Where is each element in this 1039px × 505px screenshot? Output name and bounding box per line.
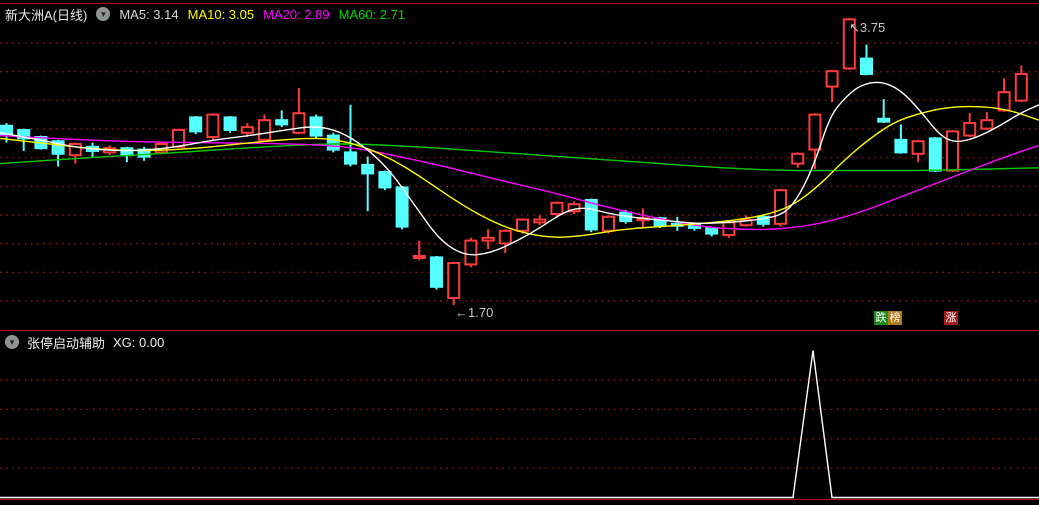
candle bbox=[550, 201, 564, 217]
candle bbox=[928, 137, 942, 172]
candle bbox=[705, 226, 719, 237]
candle bbox=[361, 156, 375, 212]
candle bbox=[120, 146, 134, 163]
candle bbox=[533, 215, 547, 226]
candle bbox=[206, 113, 220, 140]
candle bbox=[584, 198, 598, 233]
rank-buttons: 跌 榜 涨 bbox=[874, 311, 970, 325]
candle bbox=[567, 201, 581, 214]
ma5-legend: MA5: 3.14 bbox=[119, 6, 179, 22]
ma20-line bbox=[0, 134, 1039, 231]
candle bbox=[275, 110, 289, 128]
sub-panel-header: ▾ 张停启动辅助 XG: 0.00 bbox=[5, 334, 165, 351]
rise-rank-button[interactable]: 涨 bbox=[944, 311, 958, 325]
candle bbox=[189, 116, 203, 135]
xg-signal-line bbox=[0, 350, 1039, 499]
candle bbox=[498, 229, 512, 254]
candle bbox=[412, 240, 426, 261]
candle bbox=[756, 215, 770, 227]
candle bbox=[447, 261, 461, 305]
candle bbox=[292, 88, 306, 135]
price-annotation: ↖3.75 bbox=[849, 20, 885, 35]
main-chart-header: 新大洲A(日线) ▾ MA5: 3.14 MA10: 3.05 MA20: 2.… bbox=[5, 5, 405, 23]
candle bbox=[17, 128, 31, 151]
candle bbox=[791, 152, 805, 168]
ma20-legend: MA20: 2.89 bbox=[263, 6, 330, 22]
candle bbox=[464, 237, 478, 268]
candle bbox=[258, 114, 271, 142]
candle bbox=[344, 104, 357, 167]
indicator-value: XG: 0.00 bbox=[113, 334, 165, 350]
rank-list-button[interactable]: 榜 bbox=[888, 311, 902, 325]
candle bbox=[670, 216, 684, 231]
indicator-title: 张停启动辅助 bbox=[27, 335, 106, 351]
candle bbox=[481, 229, 495, 249]
collapse-sub-panel-icon[interactable]: ▾ bbox=[5, 335, 19, 349]
candle bbox=[877, 99, 891, 123]
candle bbox=[1014, 65, 1028, 102]
candle bbox=[997, 78, 1011, 112]
candle bbox=[946, 130, 959, 172]
candle bbox=[378, 170, 392, 191]
candle bbox=[825, 69, 839, 102]
fall-rank-button[interactable]: 跌 bbox=[874, 311, 888, 325]
candle bbox=[860, 44, 873, 76]
candle bbox=[963, 113, 977, 137]
candle bbox=[894, 124, 908, 154]
candles-layer bbox=[0, 18, 1028, 305]
ma10-line bbox=[0, 105, 1039, 238]
candle bbox=[516, 218, 529, 234]
candle bbox=[911, 139, 925, 163]
stock-title: 新大洲A(日线) bbox=[5, 7, 88, 23]
price-annotation: ←1.70 bbox=[455, 305, 493, 320]
candle bbox=[430, 256, 443, 290]
candle bbox=[240, 123, 254, 137]
ma10-legend: MA10: 3.05 bbox=[187, 6, 255, 22]
ma60-line bbox=[0, 143, 1039, 172]
candle bbox=[86, 142, 99, 158]
candle bbox=[223, 116, 237, 133]
candle bbox=[980, 111, 994, 130]
candle bbox=[326, 132, 340, 153]
ma5-line bbox=[0, 81, 1039, 256]
collapse-main-chart-icon[interactable]: ▾ bbox=[96, 7, 111, 21]
ma60-legend: MA60: 2.71 bbox=[338, 6, 406, 22]
candle bbox=[842, 18, 856, 70]
